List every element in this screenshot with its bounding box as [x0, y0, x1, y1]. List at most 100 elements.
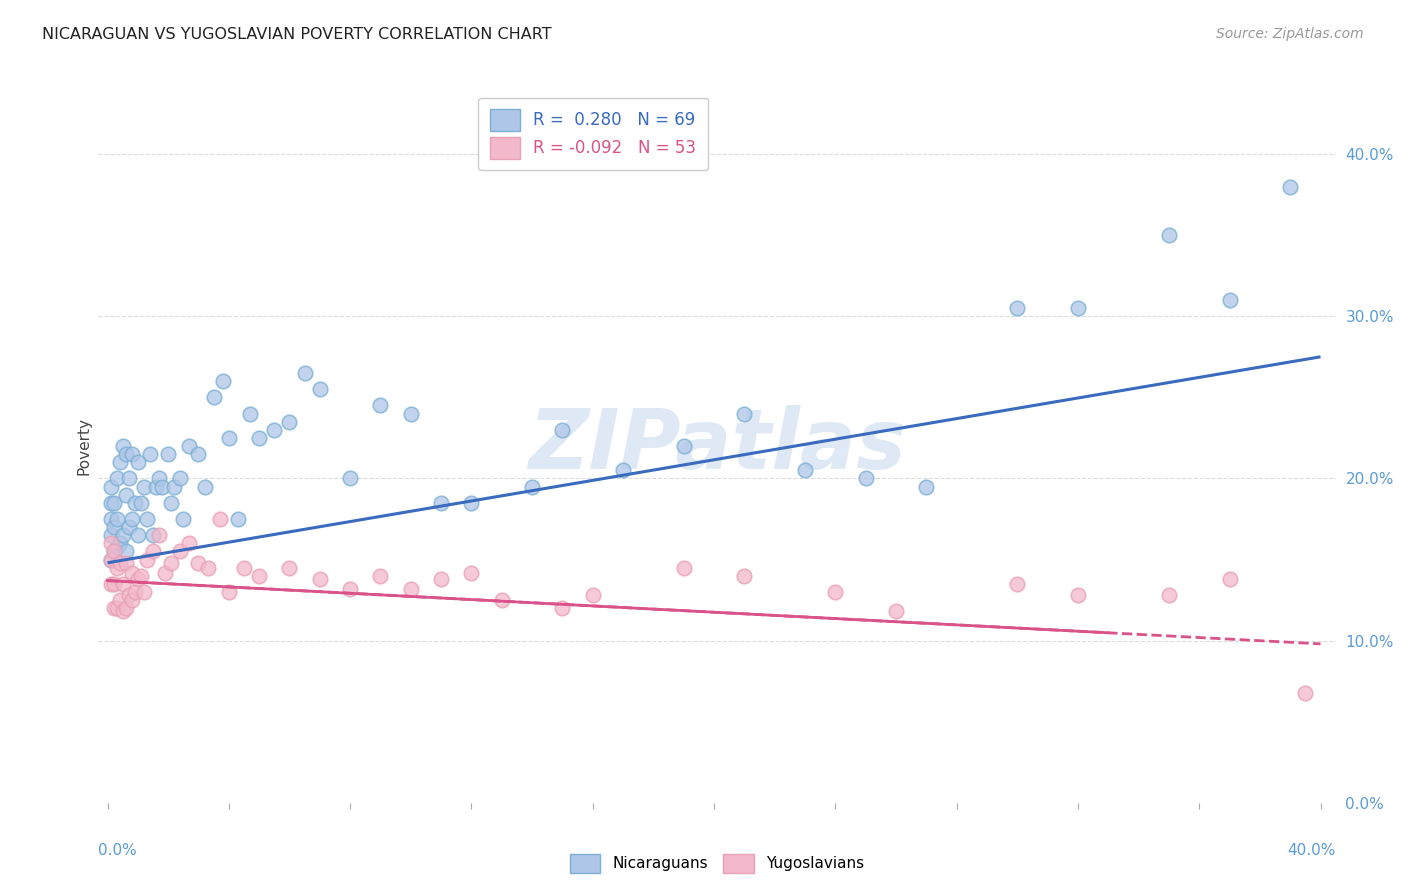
Point [100, 528, 122, 542]
Point [103, 577, 125, 591]
Point [179, 536, 201, 550]
Point [824, 585, 846, 599]
Point [233, 560, 256, 574]
Point [308, 572, 330, 586]
Point [208, 512, 231, 526]
Point [127, 528, 149, 542]
Point [114, 488, 136, 502]
Point [551, 423, 574, 437]
Point [197, 560, 219, 574]
Point [114, 544, 136, 558]
Legend: Nicaraguans, Yugoslavians: Nicaraguans, Yugoslavians [562, 846, 872, 880]
Point [108, 455, 131, 469]
Point [160, 496, 183, 510]
Point [855, 471, 877, 485]
Point [132, 585, 155, 599]
Point [187, 556, 209, 570]
Point [399, 407, 422, 421]
Point [114, 601, 136, 615]
Point [491, 593, 513, 607]
Point [247, 431, 270, 445]
Point [460, 566, 482, 580]
Point [100, 577, 122, 591]
Point [114, 556, 136, 570]
Point [150, 479, 173, 493]
Point [108, 593, 131, 607]
Point [118, 588, 141, 602]
Point [172, 512, 194, 526]
Point [1067, 301, 1090, 315]
Text: 40.0%: 40.0% [1288, 843, 1336, 858]
Point [193, 479, 215, 493]
Point [1157, 588, 1180, 602]
Point [121, 512, 143, 526]
Point [103, 520, 125, 534]
Point [103, 544, 125, 558]
Point [339, 471, 361, 485]
Point [118, 520, 141, 534]
Point [460, 496, 482, 510]
Text: Source: ZipAtlas.com: Source: ZipAtlas.com [1216, 27, 1364, 41]
Point [278, 560, 301, 574]
Point [124, 496, 146, 510]
Y-axis label: Poverty: Poverty [76, 417, 91, 475]
Point [399, 582, 422, 596]
Point [100, 479, 122, 493]
Point [202, 390, 225, 404]
Point [370, 399, 392, 413]
Point [100, 552, 122, 566]
Point [169, 471, 191, 485]
Point [121, 447, 143, 461]
Point [103, 601, 125, 615]
Point [226, 512, 249, 526]
Point [100, 552, 122, 566]
Point [100, 496, 122, 510]
Point [263, 423, 285, 437]
Point [551, 601, 574, 615]
Point [121, 593, 143, 607]
Point [884, 604, 907, 618]
Text: ZIPatlas: ZIPatlas [529, 406, 905, 486]
Point [218, 585, 240, 599]
Point [1007, 577, 1029, 591]
Point [169, 544, 191, 558]
Point [114, 447, 136, 461]
Point [105, 560, 128, 574]
Point [430, 496, 453, 510]
Point [582, 588, 605, 602]
Point [139, 447, 162, 461]
Point [1067, 588, 1090, 602]
Point [111, 528, 134, 542]
Point [1279, 179, 1302, 194]
Point [100, 536, 122, 550]
Point [733, 407, 755, 421]
Point [129, 568, 152, 582]
Point [111, 577, 134, 591]
Point [111, 604, 134, 618]
Point [108, 536, 131, 550]
Point [105, 512, 128, 526]
Point [794, 463, 817, 477]
Point [1157, 228, 1180, 243]
Point [157, 447, 180, 461]
Point [118, 471, 141, 485]
Point [612, 463, 634, 477]
Point [108, 556, 131, 570]
Point [1294, 685, 1316, 699]
Point [148, 528, 170, 542]
Text: 0.0%: 0.0% [98, 843, 138, 858]
Point [127, 572, 149, 586]
Point [127, 455, 149, 469]
Point [132, 479, 155, 493]
Point [136, 512, 159, 526]
Point [142, 544, 165, 558]
Point [153, 566, 176, 580]
Point [733, 568, 755, 582]
Point [672, 439, 695, 453]
Point [142, 528, 165, 542]
Point [294, 366, 316, 380]
Point [308, 382, 330, 396]
Text: NICARAGUAN VS YUGOSLAVIAN POVERTY CORRELATION CHART: NICARAGUAN VS YUGOSLAVIAN POVERTY CORREL… [42, 27, 551, 42]
Point [339, 582, 361, 596]
Point [672, 560, 695, 574]
